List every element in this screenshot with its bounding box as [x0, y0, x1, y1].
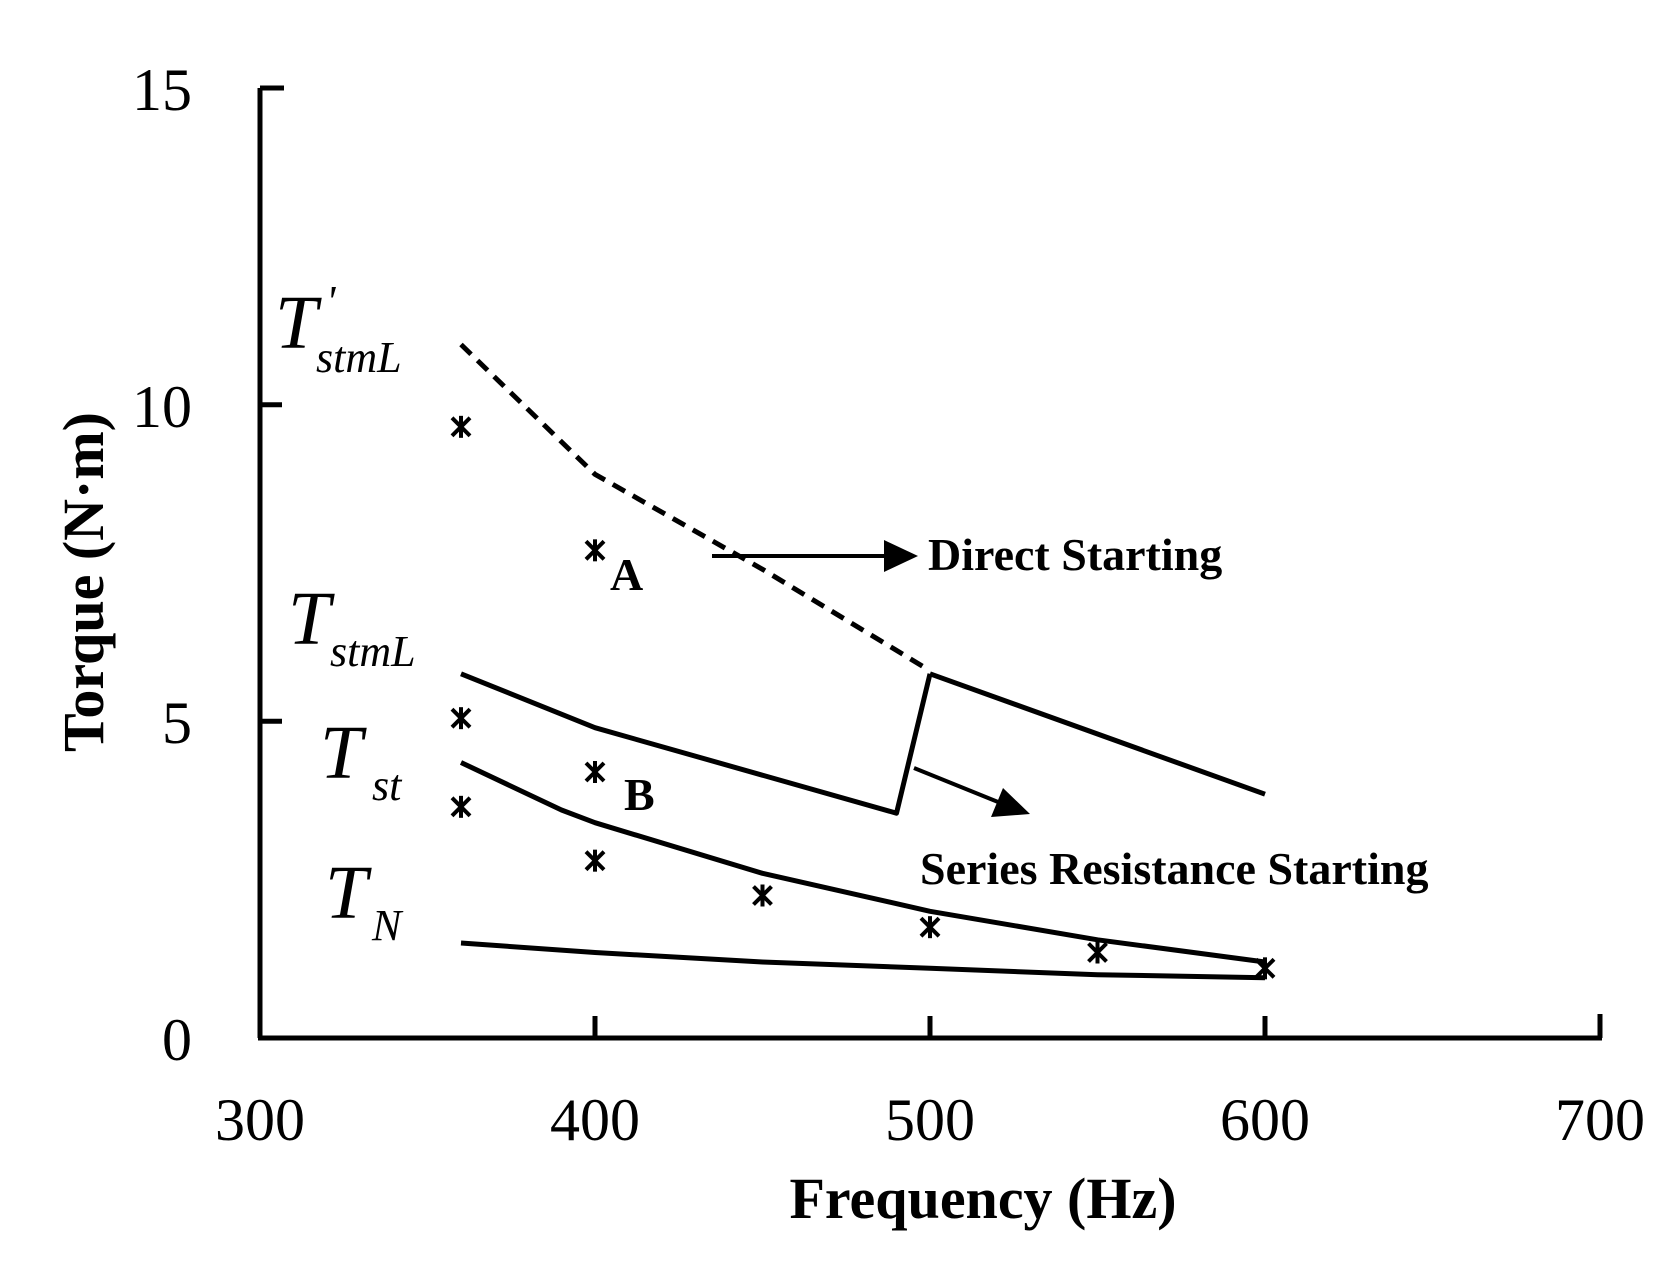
- x-tick-label: 500: [885, 1087, 975, 1153]
- series-line-tstml: [460, 671, 933, 816]
- y-tick-label: 10: [132, 374, 192, 440]
- y-tick-label: 5: [162, 690, 192, 756]
- curve-label-t-prime-stml: T ' stmL: [275, 277, 402, 382]
- x-tick-label: 700: [1555, 1087, 1645, 1153]
- series-line-direct-starting-segment: [929, 671, 1266, 797]
- x-axis-title: Frequency (Hz): [789, 1166, 1176, 1231]
- curve-label-main: T: [320, 711, 367, 795]
- annotation-direct-starting: Direct Starting: [928, 529, 1222, 580]
- data-point-marker: [584, 761, 606, 783]
- y-axis-title: Torque (N·m): [51, 412, 116, 752]
- curve-label-main: T: [275, 281, 322, 365]
- data-point-marker: [450, 795, 472, 818]
- y-tick-label: 15: [132, 57, 192, 123]
- series-layer: [459, 342, 1266, 981]
- x-tick-label: 300: [215, 1087, 305, 1153]
- data-point-marker: [450, 707, 472, 730]
- point-label-b: B: [624, 769, 655, 820]
- x-tick-label: 600: [1220, 1087, 1310, 1153]
- curve-label-main: T: [288, 577, 335, 661]
- series-resistance-arrow-head: [991, 788, 1030, 817]
- curve-label-sub: N: [371, 901, 404, 950]
- x-tick-label: 400: [550, 1087, 640, 1153]
- data-point-marker: [919, 916, 941, 939]
- point-label-a: A: [610, 549, 643, 600]
- data-point-marker: [752, 884, 773, 907]
- direct-starting-arrow-head: [884, 540, 918, 572]
- curve-label-prime: ': [326, 277, 337, 326]
- curve-label-sub: st: [372, 761, 403, 810]
- curve-label-sub: stmL: [316, 333, 402, 382]
- curve-label-tst: T st: [320, 711, 403, 810]
- series-line-t-stml: [459, 342, 932, 673]
- marker-layer: [450, 415, 1276, 980]
- series-resistance-arrow-line: [913, 766, 1004, 806]
- data-point-marker: [584, 849, 606, 872]
- curve-label-sub: stmL: [330, 627, 416, 676]
- curve-label-tstml: T stmL: [288, 577, 416, 676]
- series-line-tst: [459, 760, 1266, 965]
- data-point-marker: [1254, 957, 1276, 980]
- data-point-marker: [584, 539, 606, 562]
- annotation-series-resistance-starting: Series Resistance Starting: [920, 843, 1428, 894]
- series-line-tn: [460, 940, 1266, 981]
- y-tick-label: 0: [162, 1007, 192, 1073]
- curve-label-tn: T N: [325, 851, 404, 950]
- curve-label-main: T: [325, 851, 372, 935]
- data-point-marker: [450, 415, 472, 438]
- data-point-marker: [1087, 941, 1108, 964]
